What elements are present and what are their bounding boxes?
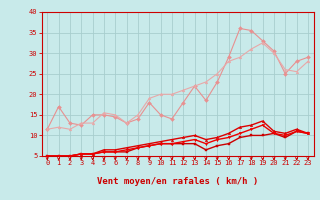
X-axis label: Vent moyen/en rafales ( km/h ): Vent moyen/en rafales ( km/h ) [97, 177, 258, 186]
